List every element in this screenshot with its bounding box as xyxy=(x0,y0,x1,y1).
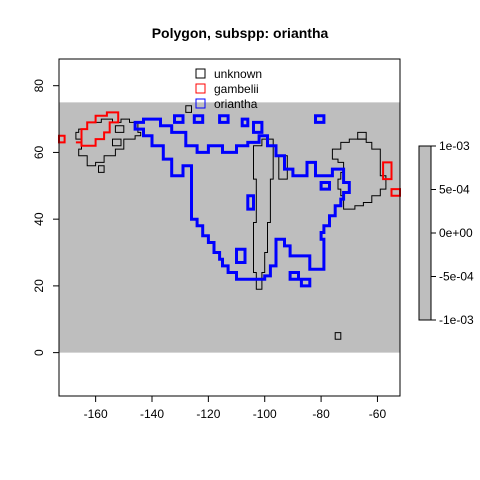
legend-label-unknown: unknown xyxy=(214,67,262,81)
x-tick-label: -60 xyxy=(369,407,387,421)
colorbar-tick-label: -1e-03 xyxy=(439,313,474,327)
colorbar-fill xyxy=(418,145,432,321)
y-tick-label: 20 xyxy=(32,279,46,293)
legend-label-gambelii: gambelii xyxy=(214,82,259,96)
oriantha-polygon xyxy=(299,277,312,288)
legend-swatch-gambelii xyxy=(195,83,206,94)
colorbar-tick-label: 5e-04 xyxy=(439,183,470,197)
legend-label-oriantha: oriantha xyxy=(214,97,258,111)
unknown-polygon xyxy=(98,165,105,173)
unknown-polygon xyxy=(334,332,342,340)
gambelii-polygon xyxy=(75,111,120,147)
oriantha-polygon xyxy=(218,114,230,124)
chart-title: Polygon, subspp: oriantha xyxy=(152,25,329,41)
unknown-polygon xyxy=(112,138,122,147)
legend-swatch-unknown xyxy=(195,68,206,79)
y-axis: 0 20 40 60 80 xyxy=(32,79,60,356)
y-tick-label: 60 xyxy=(32,145,46,159)
oriantha-polygon xyxy=(240,117,250,128)
unknown-polygon xyxy=(357,131,367,140)
x-axis: -160 -140 -120 -100 -80 -60 xyxy=(84,395,387,421)
unknown-polygon xyxy=(114,125,125,133)
colorbar-tick-label: -5e-04 xyxy=(439,270,474,284)
oriantha-polygon xyxy=(319,181,331,191)
gambelii-polygon xyxy=(382,161,393,181)
plot-area xyxy=(58,58,401,397)
unknown-polygon xyxy=(75,118,142,167)
legend-swatch-oriantha xyxy=(195,98,206,109)
x-tick-label: -140 xyxy=(140,407,164,421)
x-tick-label: -160 xyxy=(84,407,108,421)
colorbar-tick-label: 1e-03 xyxy=(439,139,470,153)
oriantha-polygon xyxy=(314,114,326,124)
unknown-polygon xyxy=(331,138,387,210)
y-tick-label: 40 xyxy=(32,212,46,226)
colorbar: 1e-03 5e-04 0e+00 -5e-04 -1e-03 xyxy=(418,139,474,327)
x-tick-label: -80 xyxy=(312,407,330,421)
y-tick-label: 0 xyxy=(32,349,46,356)
x-tick-label: -120 xyxy=(196,407,220,421)
oriantha-polygon xyxy=(235,247,247,264)
raster-band xyxy=(59,102,400,353)
oriantha-polygon xyxy=(288,271,300,281)
oriantha-polygon xyxy=(246,194,255,211)
oriantha-polygon xyxy=(133,117,351,281)
colorbar-tick-label: 0e+00 xyxy=(439,226,473,240)
x-tick-label: -100 xyxy=(253,407,277,421)
oriantha-polygon xyxy=(252,120,264,134)
unknown-polygon xyxy=(253,138,274,290)
y-tick-label: 80 xyxy=(32,79,46,93)
unknown-polygon xyxy=(185,105,192,113)
oriantha-polygon xyxy=(173,114,185,124)
series-oriantha xyxy=(133,114,351,288)
oriantha-polygon xyxy=(192,114,205,124)
